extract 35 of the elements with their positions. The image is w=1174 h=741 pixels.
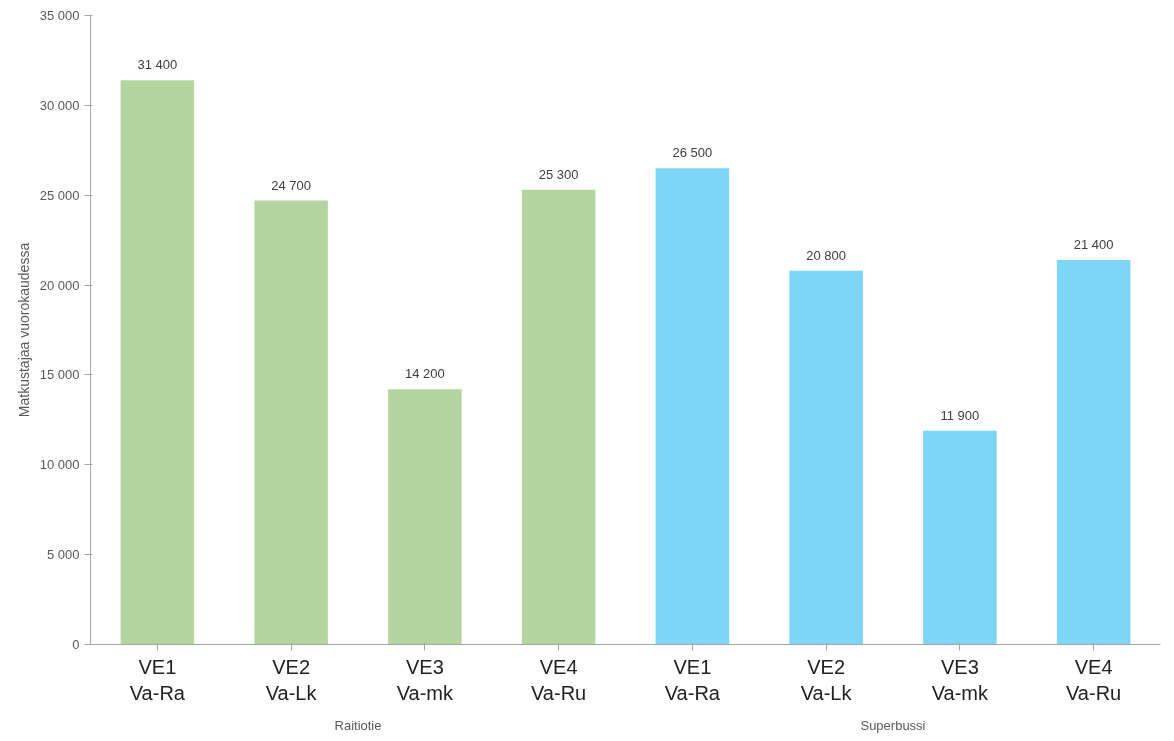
y-tick-label: 35 000 <box>39 8 80 23</box>
text: Superbussi <box>860 717 926 733</box>
y-tick-label: 30 000 <box>39 97 80 113</box>
x-tick-label: VE3 Va-mk <box>396 655 455 704</box>
data-label: 25 300 <box>538 166 579 182</box>
y-tick-label: 25 000 <box>39 187 80 203</box>
y-tick-label: 5 000 <box>46 547 80 563</box>
data-label: 21 400 <box>1073 236 1114 252</box>
x-tick-label: VE3 Va-mk <box>931 655 990 704</box>
data-label: 11 900 <box>940 407 980 423</box>
y-tick-label: 15 000 <box>39 367 80 383</box>
y-tick-label: 0 <box>72 637 80 652</box>
data-label: 14 200 <box>404 366 445 382</box>
bar <box>521 189 596 645</box>
bar <box>120 80 195 645</box>
x-tick-label: VE2 Va-Lk <box>800 655 853 704</box>
bar <box>923 430 997 645</box>
data-label: 26 500 <box>672 145 713 161</box>
x-tick-label: VE1 Va-Ra <box>664 655 721 704</box>
y-tick-label: 20 000 <box>39 277 80 293</box>
x-tick-label: VE4 Va-Ru <box>1066 655 1122 704</box>
y-axis-title: Matkustajaa vuorokaudessa <box>15 242 32 418</box>
text: Raitiotie <box>334 717 382 733</box>
x-tick-label: VE2 Va-Lk <box>265 655 318 704</box>
bar <box>789 270 863 645</box>
x-tick-label: VE4 Va-Ru <box>531 655 587 704</box>
y-tick-label: 10 000 <box>39 457 80 473</box>
data-label: 24 700 <box>271 177 312 193</box>
data-label: 31 400 <box>137 57 178 73</box>
bar <box>655 168 730 645</box>
bar <box>388 389 462 645</box>
data-label: 20 800 <box>806 247 847 263</box>
x-tick-label: VE1 Va-Ra <box>129 655 186 704</box>
bar <box>1056 259 1131 645</box>
bar <box>254 200 328 645</box>
